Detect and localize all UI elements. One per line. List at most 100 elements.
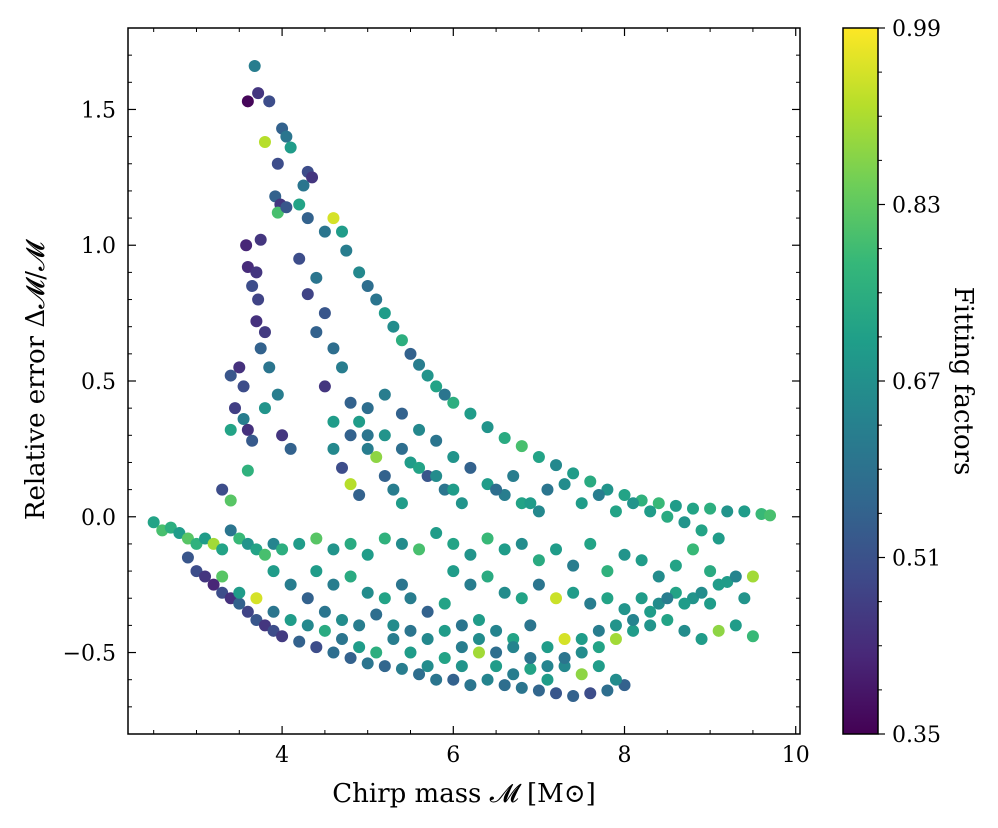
data-point [533, 685, 545, 697]
data-point [713, 532, 725, 544]
data-point [362, 429, 374, 441]
data-point [456, 619, 468, 631]
data-point [362, 443, 374, 455]
data-point [280, 201, 292, 213]
data-point [430, 674, 442, 686]
data-point [404, 625, 416, 637]
data-point [422, 606, 434, 618]
data-point [430, 527, 442, 539]
data-point [302, 288, 314, 300]
data-point [353, 641, 365, 653]
data-point [336, 614, 348, 626]
data-point [524, 652, 536, 664]
data-point [259, 549, 271, 561]
data-point [285, 141, 297, 153]
data-point [567, 690, 579, 702]
data-point [601, 592, 613, 604]
data-point [584, 475, 596, 487]
data-point [473, 647, 485, 659]
data-point [293, 199, 305, 211]
data-point [636, 554, 648, 566]
data-point [422, 370, 434, 382]
data-point [747, 630, 759, 642]
data-point [516, 440, 528, 452]
data-point [644, 505, 656, 517]
colorbar-label: Fitting factors [948, 287, 978, 476]
data-point [353, 266, 365, 278]
data-point [430, 470, 442, 482]
x-tick-label: 4 [275, 743, 289, 768]
data-point [225, 494, 237, 506]
data-point [353, 489, 365, 501]
data-point [259, 402, 271, 414]
data-point [285, 614, 297, 626]
data-point [764, 509, 776, 521]
data-point [456, 641, 468, 653]
y-tick-label: 0.5 [81, 370, 116, 395]
data-point [336, 633, 348, 645]
data-point [499, 432, 511, 444]
data-point [550, 543, 562, 555]
data-point [747, 571, 759, 583]
data-point [293, 636, 305, 648]
data-point [593, 489, 605, 501]
data-point [576, 497, 588, 509]
data-point [362, 587, 374, 599]
data-point [610, 633, 622, 645]
data-point [653, 571, 665, 583]
data-point [490, 660, 502, 672]
data-point [319, 307, 331, 319]
data-point [319, 380, 331, 392]
data-point [276, 543, 288, 555]
data-point [404, 592, 416, 604]
data-point [439, 598, 451, 610]
data-point [259, 136, 271, 148]
data-point [370, 609, 382, 621]
data-point [533, 451, 545, 463]
data-point [216, 484, 228, 496]
data-point [327, 212, 339, 224]
data-point [345, 478, 357, 490]
data-point [345, 538, 357, 550]
data-point [302, 212, 314, 224]
data-point [396, 663, 408, 675]
data-point [482, 571, 494, 583]
data-point [670, 500, 682, 512]
data-point [687, 543, 699, 555]
data-point [422, 660, 434, 672]
data-point [482, 421, 494, 433]
data-point [644, 606, 656, 618]
data-point [242, 465, 254, 477]
data-point [396, 334, 408, 346]
data-point [379, 660, 391, 672]
x-tick-label: 10 [782, 743, 810, 768]
data-point [601, 685, 613, 697]
data-point [370, 647, 382, 659]
data-point [541, 660, 553, 672]
data-point [576, 647, 588, 659]
data-point [249, 60, 261, 72]
data-point [593, 660, 605, 672]
data-point [396, 497, 408, 509]
data-point [285, 443, 297, 455]
data-point [396, 443, 408, 455]
data-point [404, 647, 416, 659]
data-point [272, 389, 284, 401]
data-point [327, 443, 339, 455]
data-point [404, 348, 416, 360]
data-point [678, 625, 690, 637]
data-point [396, 408, 408, 420]
colorbar-ticks: 0.350.510.670.830.99 [878, 17, 941, 748]
data-point [216, 571, 228, 583]
data-point [704, 503, 716, 515]
data-point [678, 516, 690, 528]
data-point [627, 497, 639, 509]
data-point [584, 687, 596, 699]
data-point [576, 633, 588, 645]
colorbar-tick-label: 0.51 [892, 547, 941, 572]
colorbar-tick-label: 0.35 [892, 723, 941, 748]
data-point [310, 641, 322, 653]
data-point [327, 342, 339, 354]
data-point [396, 538, 408, 550]
data-point [233, 361, 245, 373]
